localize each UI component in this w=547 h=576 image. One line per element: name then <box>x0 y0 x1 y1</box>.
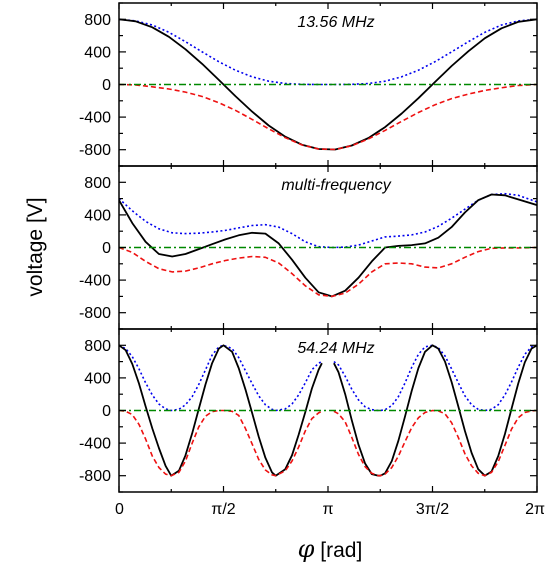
panel-1: 800 400 0 -400 -800 13.56 MHz <box>79 2 538 167</box>
y-tick-label: -400 <box>79 273 111 290</box>
y-tick-label: -800 <box>79 305 111 322</box>
y-tick-label: 800 <box>84 175 111 192</box>
x-axis-label: φ [rad] <box>298 535 363 563</box>
series-line-s3 <box>333 409 537 477</box>
series-line-s1 <box>119 192 537 249</box>
y-tick-label: 0 <box>102 77 111 94</box>
series-line-s3 <box>119 83 537 151</box>
series-line-s2 <box>333 344 537 477</box>
y-tick-label: -800 <box>79 142 111 159</box>
x-tick-label: π/2 <box>211 501 235 518</box>
series-line-s3 <box>119 409 323 477</box>
y-tick-label: 400 <box>84 370 111 387</box>
x-tick-label: π <box>322 501 333 518</box>
series-line-s1 <box>119 18 537 86</box>
x-tick-label: 0 <box>115 501 124 518</box>
y-tick-label: -400 <box>79 110 111 127</box>
y-tick-label: 0 <box>102 240 111 257</box>
panel-2: 800 400 0 -400 -800 multi-frequency <box>79 165 538 330</box>
panel-title: 13.56 MHz <box>297 14 374 31</box>
x-tick-label: 3π/2 <box>416 501 449 518</box>
panel-3: 800 400 0 -400 -800 54.24 MHz <box>79 328 538 493</box>
y-tick-label: 0 <box>102 403 111 420</box>
y-tick-label: -400 <box>79 436 111 453</box>
series-line-s2 <box>119 344 323 477</box>
panel-title: multi-frequency <box>281 177 391 194</box>
x-axis-symbol: φ <box>298 535 315 563</box>
series-line-s1 <box>119 344 323 412</box>
y-tick-label: 800 <box>84 338 111 355</box>
y-tick-label: -800 <box>79 468 111 485</box>
plot-area <box>119 344 537 477</box>
y-tick-label: 400 <box>84 207 111 224</box>
y-tick-label: 400 <box>84 44 111 61</box>
y-axis-label: voltage [V] <box>24 197 47 296</box>
x-axis-unit: [rad] <box>314 539 362 562</box>
y-tick-label: 800 <box>84 12 111 29</box>
plot-area <box>119 192 537 298</box>
series-line-s3 <box>119 246 537 298</box>
x-tick-label: 2π <box>525 501 545 518</box>
plot-area <box>119 18 537 151</box>
panel-title: 54.24 MHz <box>297 340 374 357</box>
series-line-s2 <box>119 193 537 298</box>
